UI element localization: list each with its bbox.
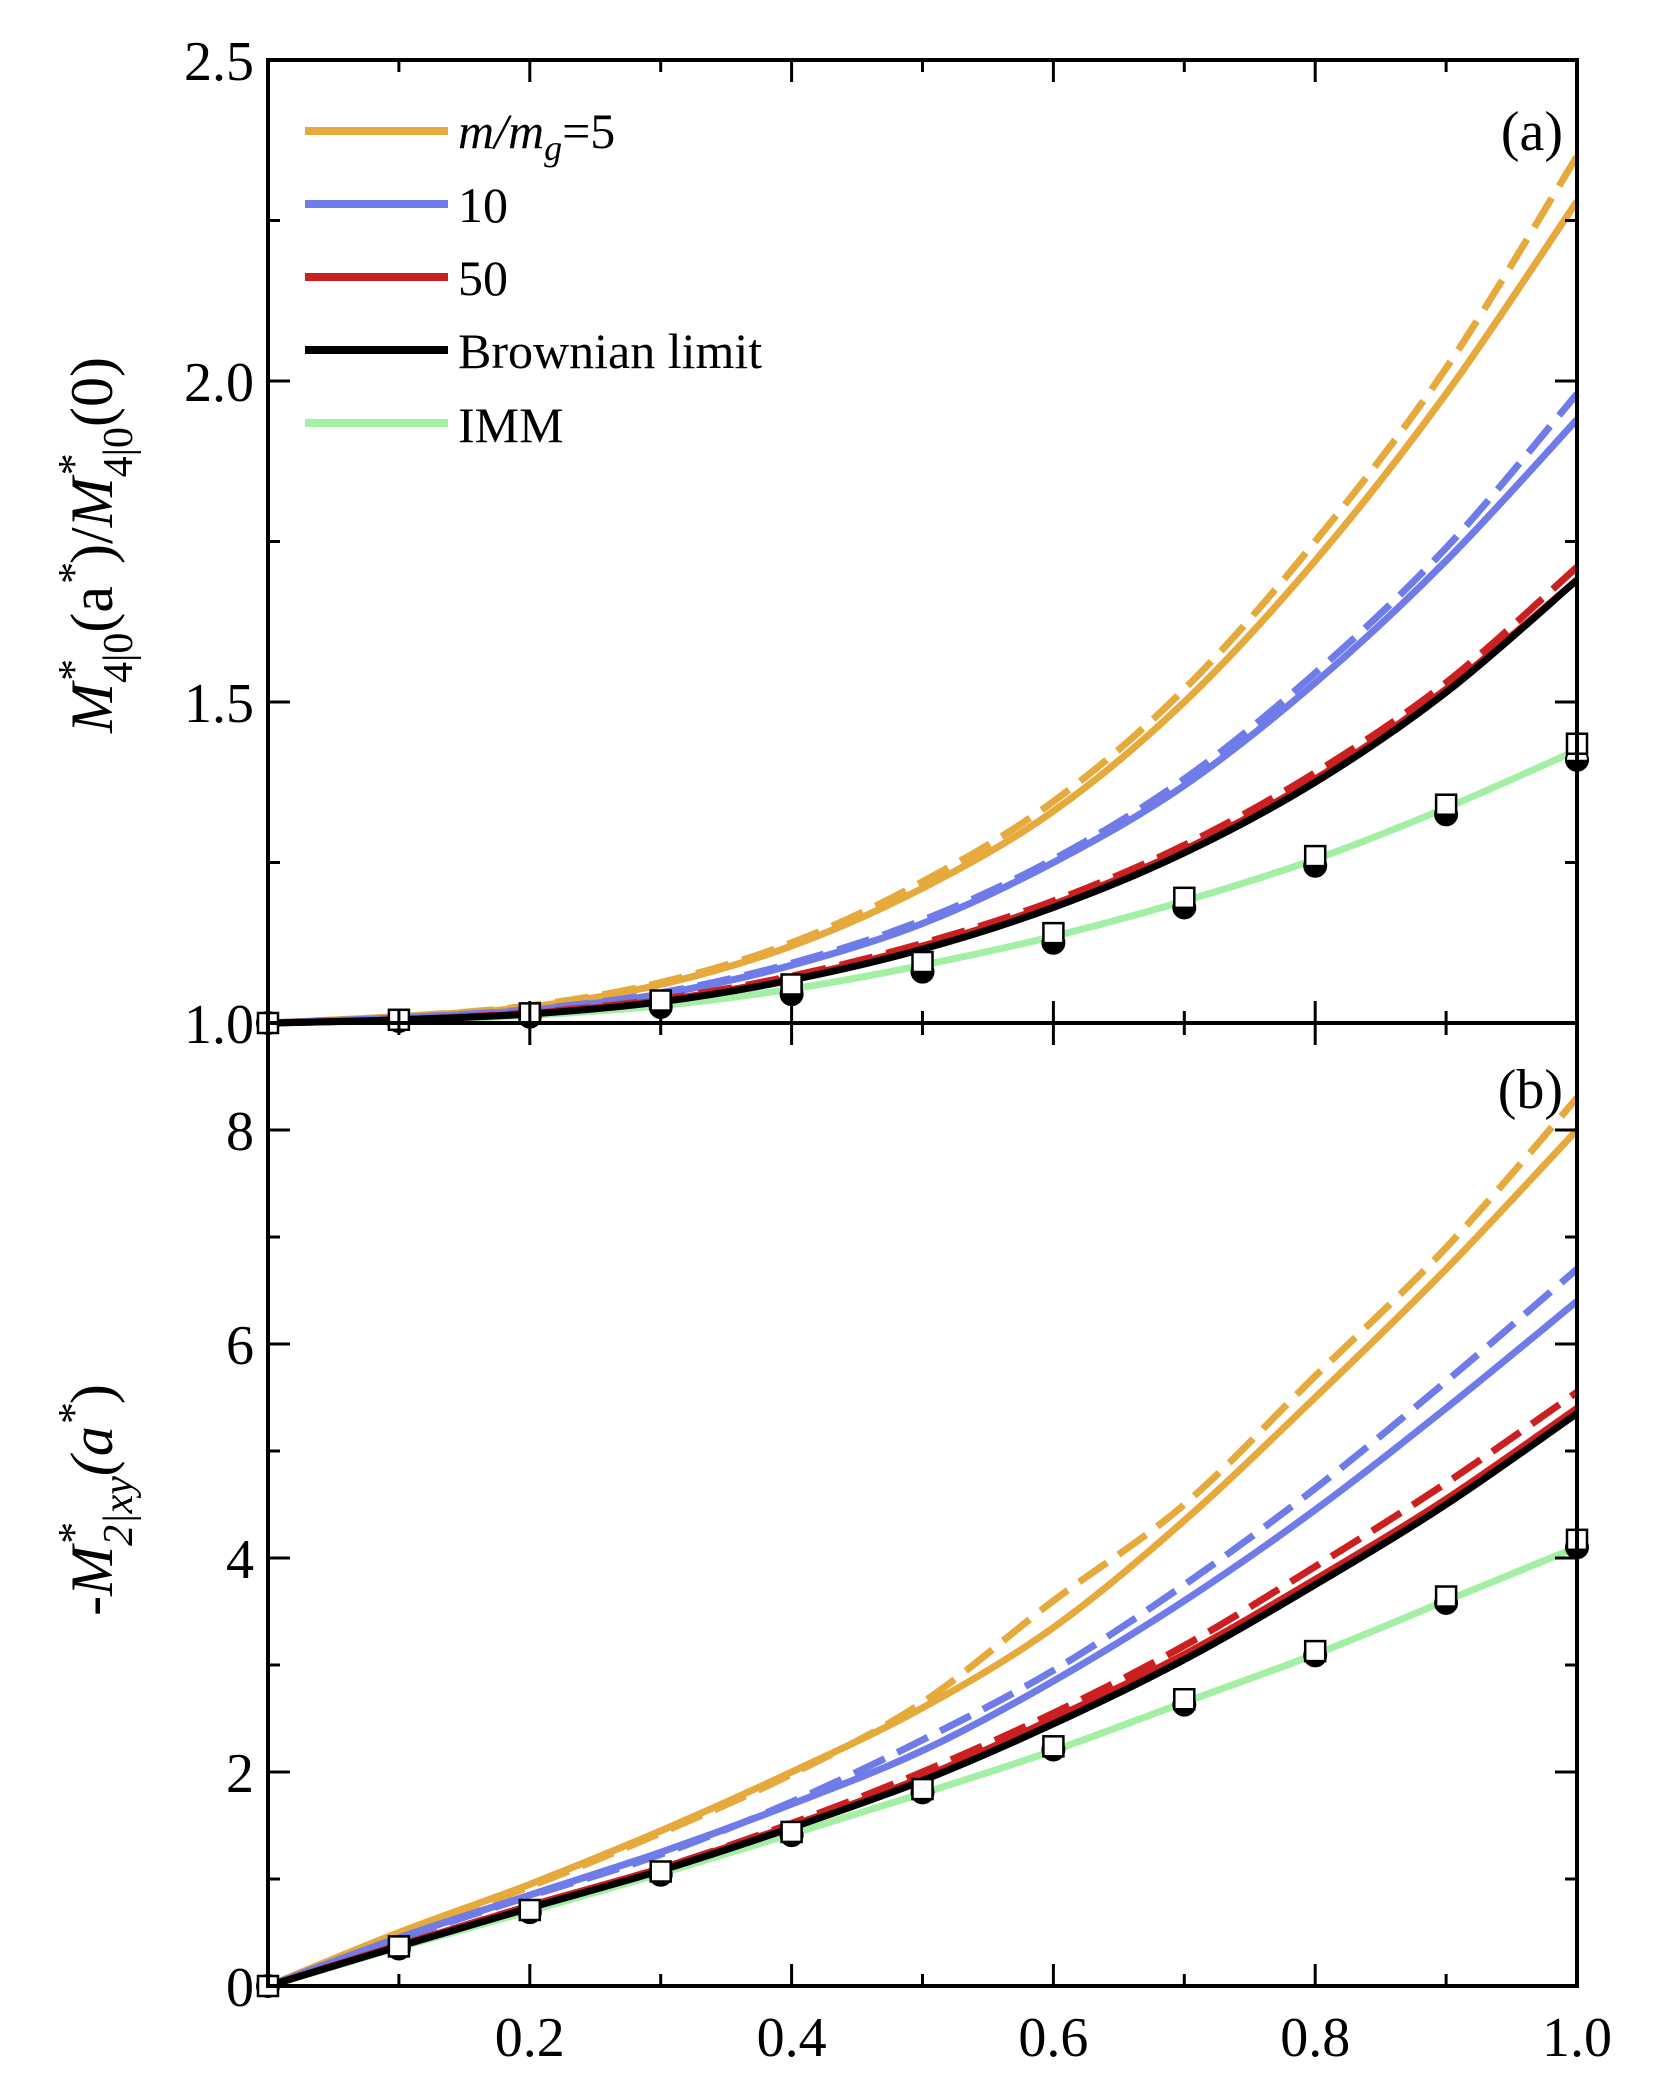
panel-b-xtick-label: 0.8	[1280, 2007, 1350, 2069]
panel-b-series-m-mg-50-simulation	[266, 1389, 1579, 1990]
panel-b-xtick-label: 0.4	[757, 2007, 827, 2069]
ylabel-a-main: M	[59, 680, 125, 734]
panel-b-marker-square	[387, 1935, 411, 1958]
panel-b-marker-square	[1303, 1639, 1327, 1663]
ylabel-a-mid: (a	[59, 586, 125, 633]
ylabel-b-sup2: *	[49, 1404, 98, 1426]
panel-a-marker-square	[1303, 844, 1327, 868]
panel-a-ytick-label: 1.5	[184, 673, 254, 735]
legend-label-imm: IMM	[458, 397, 564, 453]
panel-b-frame	[266, 1021, 1579, 1988]
ylabel-a-sup2: *	[49, 564, 98, 586]
panel-a-label: (a)	[1501, 101, 1563, 163]
panel-a-marker-square	[1173, 886, 1196, 910]
panel-a-ytick-label: 2.0	[184, 352, 254, 414]
panel-b-marker-square	[1434, 1585, 1458, 1608]
panel-a-ticks: 1.0 1.5 2.0 2.5	[184, 31, 1579, 1056]
panel-b-series-m-mg-5-simulation	[266, 1095, 1580, 1990]
ylabel-b-sup1: *	[49, 1524, 98, 1546]
ylabel-b-tail2: )	[59, 1384, 125, 1404]
panel-b-ytick-label: 0	[226, 1957, 254, 2019]
panel-b-marker-square	[649, 1860, 672, 1883]
panel-a-marker-square	[1042, 921, 1065, 945]
panel-a: 1.01.52.02.5 (a) M*4|0(a*)/M*4|0(0) m/mg…	[49, 31, 1589, 1056]
ylabel-a-main2: M	[59, 474, 125, 528]
panel-a-plot-area	[256, 154, 1589, 1035]
panel-a-marker-square	[911, 950, 934, 974]
legend: m/mg=5 10 50 Brownian limit IMM	[305, 103, 762, 453]
panel-a-series-m-mg-10-theory	[267, 417, 1580, 1027]
panel-a-marker-square	[780, 973, 803, 996]
panel-b-series-brownian-limit	[266, 1410, 1579, 1990]
ylabel-a-sub2: 4|0	[96, 427, 142, 477]
ylabel-b-sub1: 2|xy	[96, 1476, 142, 1546]
ylabel-a-tail: (0)	[59, 357, 125, 427]
panel-b-marker-square	[518, 1898, 542, 1922]
panel-b-series-m-mg-5-theory	[266, 1127, 1580, 1990]
panel-b-marker-square	[1042, 1735, 1065, 1758]
panel-b-marker-square	[1173, 1687, 1196, 1711]
legend-label-m50: 50	[458, 250, 508, 306]
panel-a-ytick-label: 2.5	[184, 31, 254, 93]
ylabel-a-sub1: 4|0	[96, 633, 142, 683]
panel-b-ytick-label: 8	[226, 1101, 254, 1163]
ylabel-a-mid2: )/	[59, 527, 125, 564]
ylabel-b-tail: (a	[59, 1426, 125, 1476]
panel-a-ylabel: M*4|0(a*)/M*4|0(0)	[49, 357, 142, 734]
legend-label-brownian: Brownian limit	[458, 323, 762, 379]
panel-b-series-m-mg-50-theory	[266, 1405, 1579, 1990]
panel-b-plot-area	[256, 1095, 1589, 1998]
panel-b-ylabel: -M*2|xy(a*)	[49, 1384, 142, 1616]
panel-a-series-brownian-limit	[267, 577, 1580, 1027]
ylabel-a-sup1: *	[49, 661, 98, 683]
panel-b-marker-square	[780, 1820, 803, 1844]
panel-b-series-m-mg-10-theory	[266, 1298, 1580, 1990]
legend-label-m10: 10	[458, 177, 508, 233]
panel-b-xtick-label: 0.2	[495, 2007, 565, 2069]
panel-a-marker-square	[1434, 793, 1458, 816]
ylabel-b-main: -M	[59, 1543, 125, 1616]
panel-b-ytick-label: 4	[226, 1529, 254, 1591]
ylabel-a-sup3: *	[49, 455, 98, 477]
panel-b-ytick-label: 2	[226, 1743, 254, 1805]
panel-a-series-m-mg-50-simulation	[267, 564, 1580, 1027]
panel-b-series-m-mg-10-simulation	[266, 1266, 1580, 1990]
panel-b-xtick-label: 1.0	[1542, 2007, 1612, 2069]
panel-b-xtick-label: 0.6	[1018, 2007, 1088, 2069]
legend-label-m5: m/mg=5	[458, 103, 615, 168]
panel-b-marker-square	[911, 1777, 934, 1801]
panel-b-ticks: 0 2 4 6 8 0.2 0.4 0.6 0.8 1.0	[226, 1021, 1612, 2069]
panel-b-label: (b)	[1498, 1059, 1563, 1121]
panel-a-marker-square	[649, 989, 672, 1012]
panel-b-ytick-label: 6	[226, 1315, 254, 1377]
panel-a-ytick-label: 1.0	[184, 994, 254, 1056]
panel-a-series-m-mg-10-simulation	[267, 391, 1580, 1027]
